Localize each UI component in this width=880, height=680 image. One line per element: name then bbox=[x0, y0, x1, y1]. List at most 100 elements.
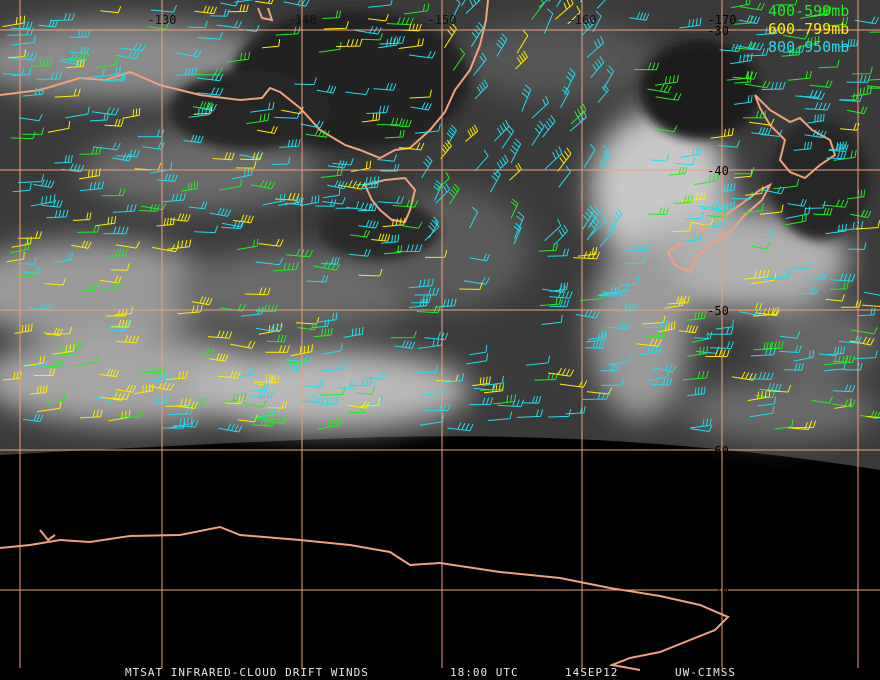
wind-barb bbox=[597, 288, 617, 297]
wind-barb bbox=[380, 234, 400, 244]
wind-barb bbox=[250, 101, 275, 113]
wind-barb bbox=[470, 21, 484, 47]
wind-barb bbox=[686, 311, 707, 321]
wind-barb bbox=[650, 154, 670, 162]
wind-barb bbox=[469, 344, 488, 356]
wind-barb bbox=[188, 107, 211, 118]
wind-barb bbox=[731, 371, 757, 381]
wind-barb bbox=[751, 126, 772, 136]
wind-barb bbox=[620, 276, 640, 286]
wind-barb bbox=[427, 216, 439, 239]
wind-barb bbox=[332, 157, 354, 166]
wind-barb bbox=[99, 66, 121, 78]
wind-barb bbox=[347, 400, 370, 409]
latitude-label: -60 bbox=[707, 444, 729, 458]
wind-barb bbox=[2, 67, 25, 76]
wind-barb bbox=[516, 409, 544, 418]
wind-barb bbox=[100, 5, 122, 14]
wind-barb bbox=[602, 65, 615, 90]
wind-barb bbox=[851, 327, 878, 335]
wind-barb bbox=[317, 312, 338, 323]
wind-barb bbox=[182, 398, 207, 407]
wind-barb bbox=[598, 286, 620, 296]
wind-barb bbox=[655, 125, 678, 133]
wind-barb bbox=[629, 12, 650, 21]
wind-barb bbox=[110, 263, 130, 271]
wind-barb bbox=[79, 68, 105, 79]
wind-barb bbox=[357, 203, 378, 212]
wind-barb bbox=[156, 173, 178, 182]
latitude-label: -30 bbox=[707, 24, 729, 38]
wind-barb bbox=[255, 257, 284, 266]
wind-barb bbox=[744, 80, 771, 89]
wind-barb bbox=[361, 32, 383, 41]
wind-barb bbox=[54, 155, 73, 164]
wind-barb bbox=[321, 256, 340, 265]
wind-barb bbox=[257, 125, 278, 134]
wind-barb bbox=[91, 106, 120, 116]
wind-barb bbox=[99, 368, 120, 378]
wind-barb bbox=[101, 188, 126, 197]
wind-barb bbox=[731, 191, 753, 200]
wind-barb bbox=[691, 331, 709, 343]
wind-barb bbox=[840, 38, 859, 48]
wind-barb bbox=[734, 74, 752, 84]
wind-barb bbox=[861, 304, 880, 307]
nz-south-coast bbox=[666, 182, 773, 274]
wind-barb bbox=[191, 296, 213, 306]
wind-barb bbox=[398, 142, 425, 151]
wind-barb bbox=[105, 308, 128, 317]
wind-barb bbox=[715, 201, 736, 212]
wind-barb bbox=[857, 307, 876, 317]
wind-barb bbox=[253, 374, 275, 384]
wind-barb bbox=[46, 209, 69, 219]
wind-barb bbox=[460, 0, 466, 7]
wind-barb bbox=[705, 349, 730, 358]
wind-barb bbox=[305, 128, 330, 138]
wind-barb bbox=[781, 47, 801, 57]
wind-barb bbox=[377, 154, 397, 162]
wind-barb bbox=[183, 134, 204, 144]
wind-barb bbox=[384, 129, 405, 139]
wind-barb bbox=[586, 35, 605, 58]
wind-barb bbox=[655, 92, 682, 101]
wind-barb bbox=[421, 155, 433, 179]
wind-barb bbox=[102, 71, 125, 82]
wind-barb bbox=[373, 82, 397, 91]
wind-barb bbox=[647, 207, 669, 215]
wind-barb bbox=[818, 348, 840, 357]
wind-barb bbox=[469, 206, 479, 229]
wind-barb bbox=[678, 324, 699, 334]
wind-barb bbox=[272, 261, 299, 272]
wind-barb bbox=[14, 323, 33, 334]
wind-barb bbox=[197, 32, 223, 40]
longitude-label: -160 bbox=[568, 13, 597, 27]
wind-barb bbox=[804, 272, 828, 280]
wind-barb bbox=[586, 216, 600, 241]
wind-barb bbox=[255, 304, 278, 313]
wind-barb bbox=[474, 79, 489, 100]
time: 18:00 UTC bbox=[450, 666, 519, 679]
wind-barb bbox=[774, 419, 794, 430]
wind-barb bbox=[233, 366, 255, 379]
wind-barb bbox=[703, 219, 726, 228]
wind-barb bbox=[510, 198, 519, 219]
wind-barb bbox=[759, 383, 782, 392]
wind-barb bbox=[582, 391, 610, 400]
wind-barb bbox=[465, 0, 481, 14]
wind-barb bbox=[285, 355, 312, 363]
wind-barb bbox=[52, 343, 75, 355]
wind-barb bbox=[258, 238, 284, 247]
wind-barb bbox=[841, 300, 862, 308]
wind-barb bbox=[694, 173, 720, 186]
wind-barb bbox=[31, 58, 53, 67]
wind-barb bbox=[118, 43, 146, 52]
wind-barb bbox=[846, 106, 868, 115]
wind-barb bbox=[434, 298, 457, 308]
wind-barb bbox=[813, 207, 833, 216]
wind-barb bbox=[579, 291, 604, 301]
wind-barb bbox=[729, 53, 753, 65]
wind-barb bbox=[807, 113, 825, 124]
wind-barb bbox=[646, 329, 667, 338]
